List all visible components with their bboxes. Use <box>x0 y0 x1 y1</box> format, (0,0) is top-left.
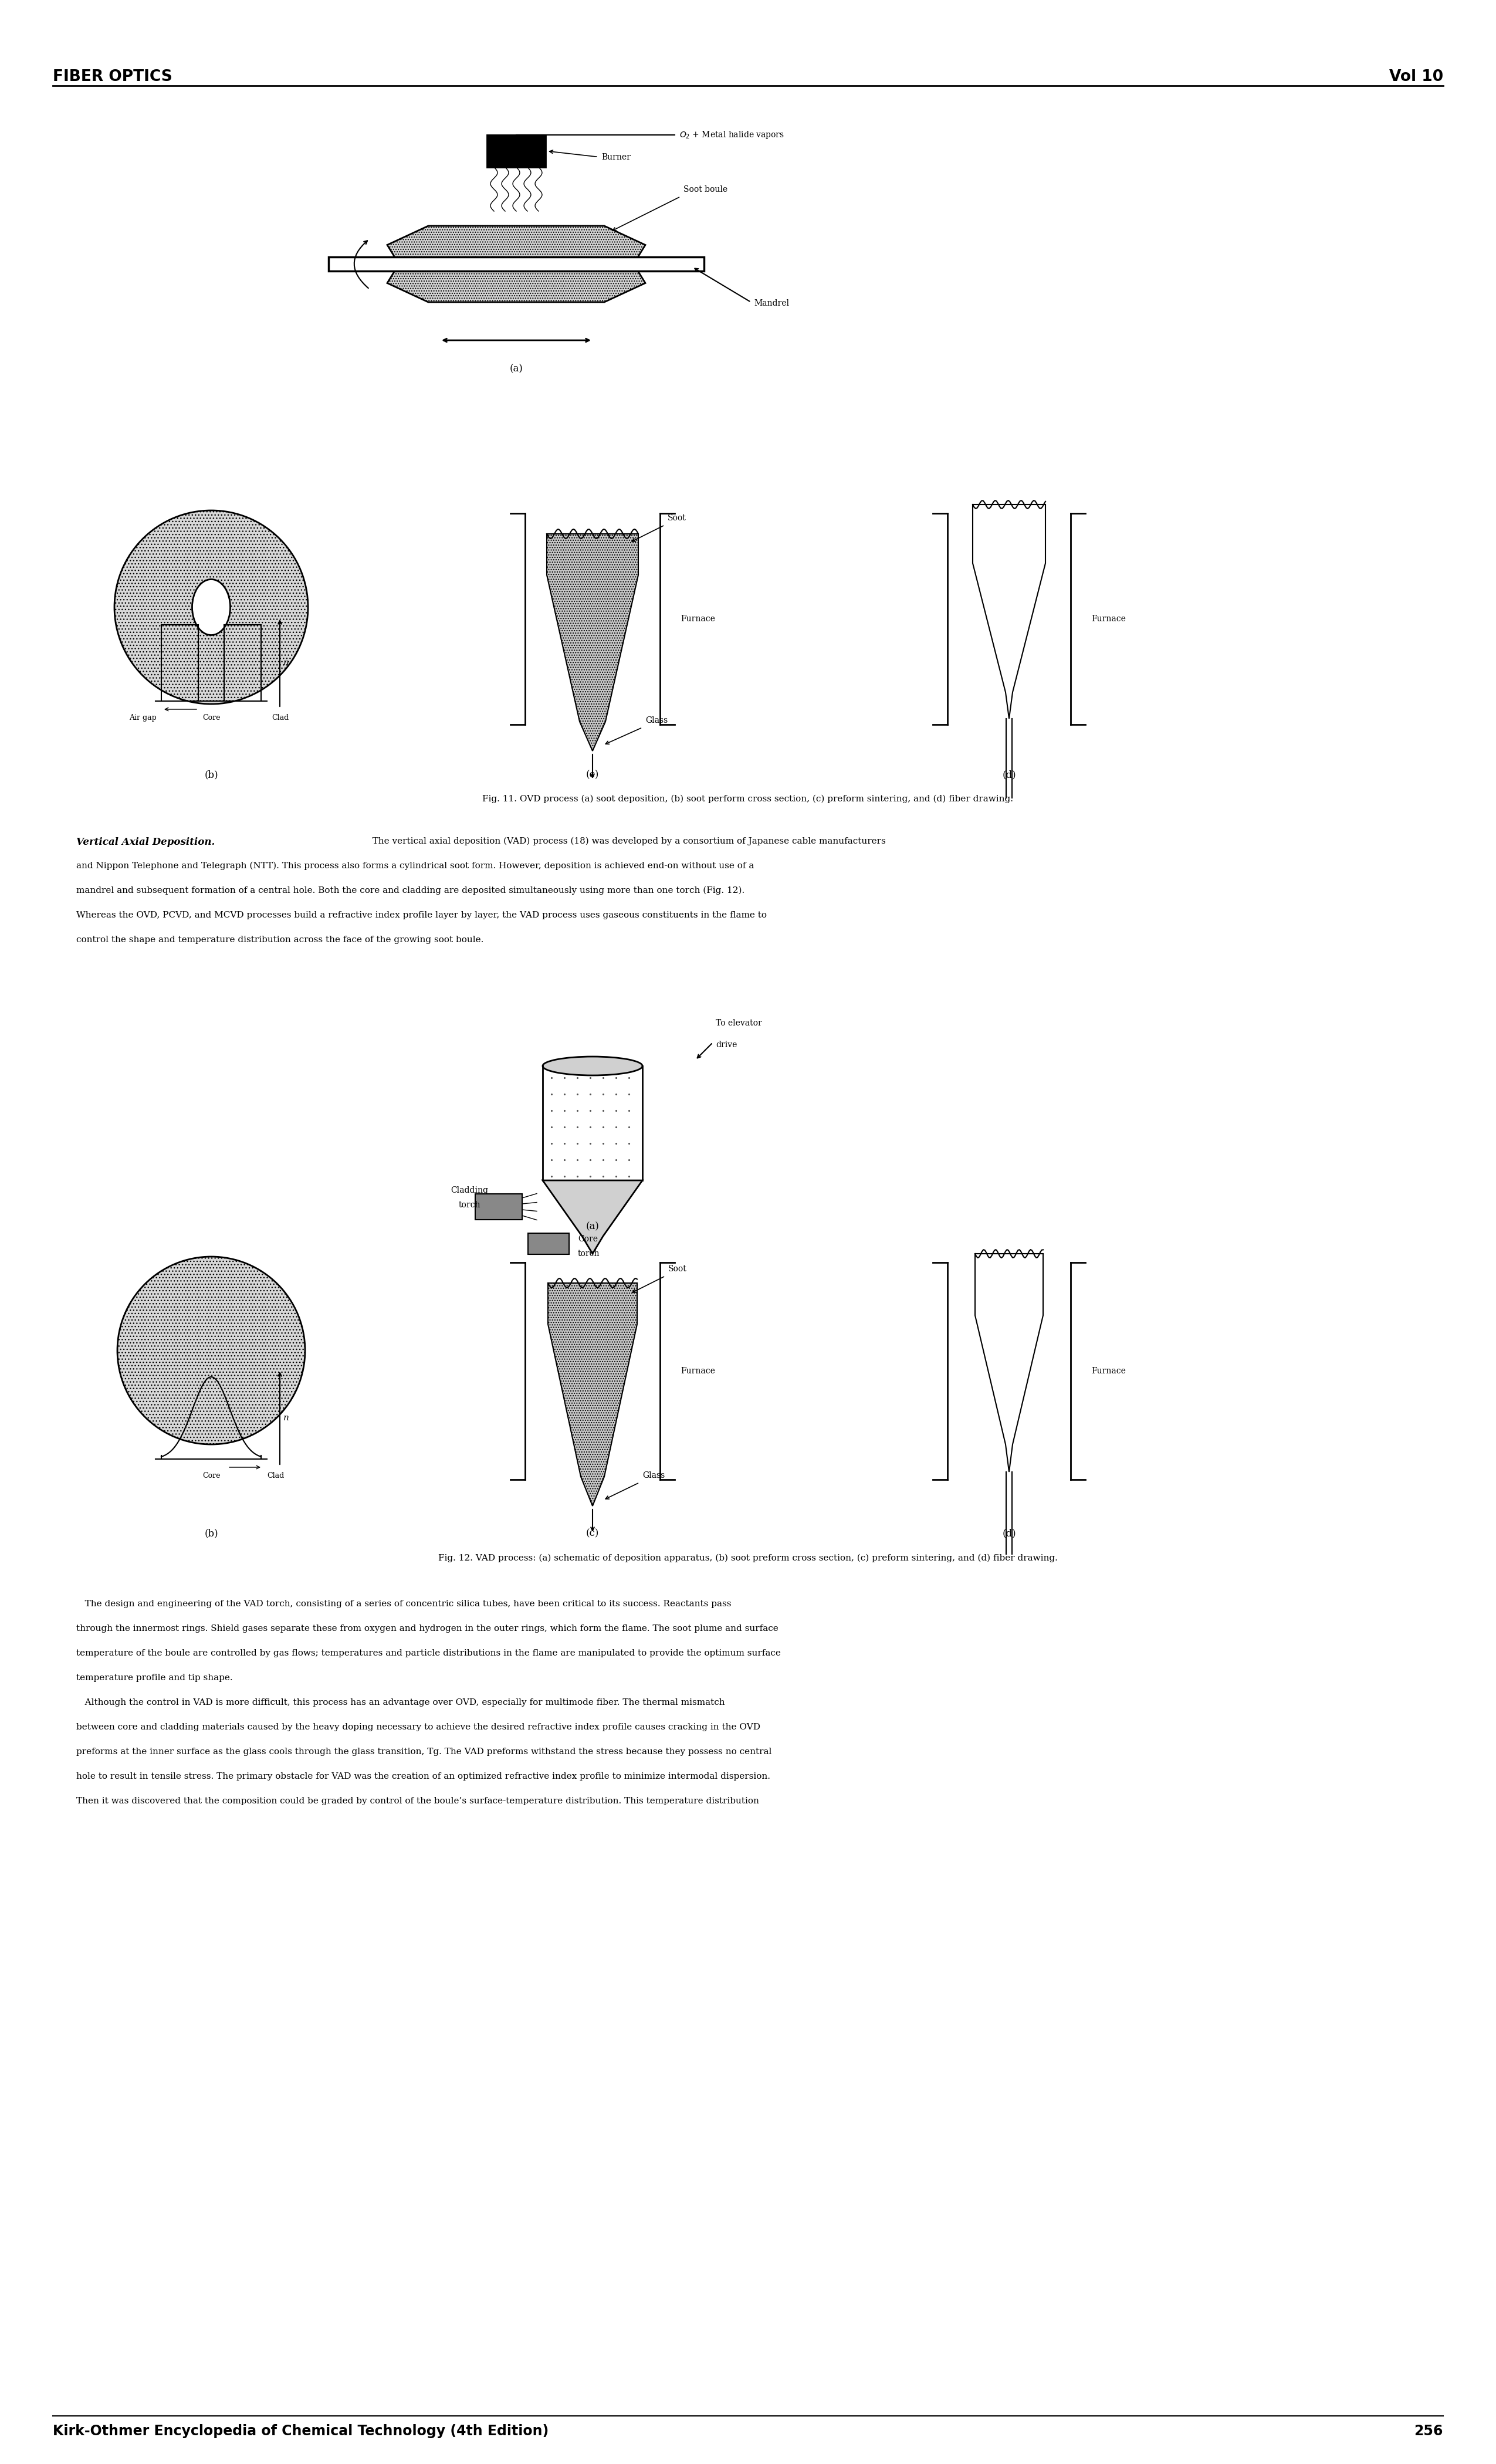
Text: Cladding: Cladding <box>450 1185 488 1195</box>
Text: 256: 256 <box>1414 2425 1444 2439</box>
Text: Air gap: Air gap <box>129 715 157 722</box>
Ellipse shape <box>543 1057 642 1074</box>
Polygon shape <box>546 535 639 752</box>
Ellipse shape <box>191 579 230 636</box>
Text: Soot: Soot <box>667 515 687 522</box>
Text: (a): (a) <box>586 1222 600 1232</box>
Text: The vertical axial deposition (VAD) process (18) was developed by a consortium o: The vertical axial deposition (VAD) proc… <box>364 838 886 845</box>
Text: drive: drive <box>715 1040 738 1050</box>
Text: (d): (d) <box>1002 1528 1016 1538</box>
Text: n: n <box>283 658 289 668</box>
Text: Vol 10: Vol 10 <box>1390 69 1444 84</box>
Text: (c): (c) <box>586 1528 598 1538</box>
Text: (d): (d) <box>1002 769 1016 779</box>
Text: temperature of the boule are controlled by gas flows; temperatures and particle : temperature of the boule are controlled … <box>76 1648 781 1658</box>
Text: Glass: Glass <box>642 1471 664 1478</box>
Text: (a): (a) <box>510 365 524 375</box>
Circle shape <box>114 510 308 705</box>
Text: between core and cladding materials caused by the heavy doping necessary to achi: between core and cladding materials caus… <box>76 1722 760 1732</box>
Text: Burner: Burner <box>601 153 631 160</box>
Text: (b): (b) <box>205 769 218 779</box>
Text: FIBER OPTICS: FIBER OPTICS <box>52 69 172 84</box>
Bar <box>486 136 546 168</box>
Text: control the shape and temperature distribution across the face of the growing so: control the shape and temperature distri… <box>76 936 483 944</box>
Text: hole to result in tensile stress. The primary obstacle for VAD was the creation : hole to result in tensile stress. The pr… <box>76 1772 770 1781</box>
Text: preforms at the inner surface as the glass cools through the glass transition, T: preforms at the inner surface as the gla… <box>76 1747 772 1757</box>
Text: Mandrel: Mandrel <box>754 298 788 308</box>
Text: n: n <box>283 1414 289 1422</box>
Bar <box>528 1232 568 1254</box>
Text: Although the control in VAD is more difficult, this process has an advantage ove: Although the control in VAD is more diff… <box>76 1698 726 1708</box>
Circle shape <box>117 1257 305 1444</box>
Text: Furnace: Furnace <box>681 1368 715 1375</box>
Text: through the innermost rings. Shield gases separate these from oxygen and hydroge: through the innermost rings. Shield gase… <box>76 1624 778 1634</box>
Polygon shape <box>543 1180 642 1254</box>
Text: torch: torch <box>458 1200 480 1210</box>
Text: Glass: Glass <box>645 717 667 724</box>
Text: Fig. 12. VAD process: (a) schematic of deposition apparatus, (b) soot preform cr: Fig. 12. VAD process: (a) schematic of d… <box>438 1555 1058 1562</box>
Text: To elevator: To elevator <box>715 1020 761 1027</box>
Text: Core: Core <box>202 1471 220 1478</box>
Text: Core: Core <box>577 1234 598 1244</box>
Text: Clad: Clad <box>266 1471 284 1478</box>
Text: Soot: Soot <box>669 1264 687 1274</box>
Text: Soot boule: Soot boule <box>684 185 727 195</box>
Text: Core: Core <box>202 715 220 722</box>
Text: $O_2$ + Metal halide vapors: $O_2$ + Metal halide vapors <box>679 131 784 140</box>
Text: and Nippon Telephone and Telegraph (NTT). This process also forms a cylindrical : and Nippon Telephone and Telegraph (NTT)… <box>76 862 754 870</box>
Text: Clad: Clad <box>272 715 289 722</box>
Text: Kirk-Othmer Encyclopedia of Chemical Technology (4th Edition): Kirk-Othmer Encyclopedia of Chemical Tec… <box>52 2425 549 2439</box>
Text: Furnace: Furnace <box>1091 616 1125 623</box>
Bar <box>329 256 705 271</box>
Polygon shape <box>548 1284 637 1506</box>
Text: Furnace: Furnace <box>1091 1368 1125 1375</box>
Text: temperature profile and tip shape.: temperature profile and tip shape. <box>76 1673 233 1683</box>
Text: mandrel and subsequent formation of a central hole. Both the core and cladding a: mandrel and subsequent formation of a ce… <box>76 887 745 894</box>
Text: (b): (b) <box>205 1528 218 1538</box>
Text: Furnace: Furnace <box>681 616 715 623</box>
Text: Vertical Axial Deposition.: Vertical Axial Deposition. <box>76 838 215 848</box>
Text: Then it was discovered that the composition could be graded by control of the bo: Then it was discovered that the composit… <box>76 1796 758 1806</box>
Text: torch: torch <box>577 1249 600 1257</box>
Text: The design and engineering of the VAD torch, consisting of a series of concentri: The design and engineering of the VAD to… <box>76 1599 732 1609</box>
Text: Whereas the OVD, PCVD, and MCVD processes build a refractive index profile layer: Whereas the OVD, PCVD, and MCVD processe… <box>76 912 767 919</box>
Polygon shape <box>387 227 645 303</box>
Bar <box>476 1195 522 1220</box>
Text: Fig. 11. OVD process (a) soot deposition, (b) soot perform cross section, (c) pr: Fig. 11. OVD process (a) soot deposition… <box>483 796 1013 803</box>
Text: (c): (c) <box>586 769 598 779</box>
